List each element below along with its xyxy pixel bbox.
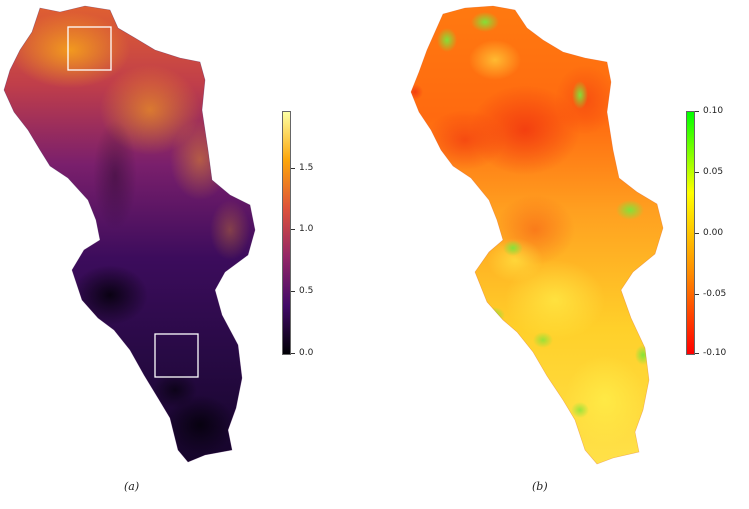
map-raster-a [3, 5, 256, 463]
colorbar-b-tick-label: 0.05 [703, 167, 724, 177]
colorbar-a-tick-label: 1.0 [299, 224, 314, 234]
colorbar-b-tick-mark [695, 353, 699, 354]
highlight-box-bottom [154, 333, 199, 378]
colorbar-b [686, 111, 695, 355]
colorbar-a-tick-label: 1.5 [299, 163, 314, 173]
colorbar-b-tick-label: -0.05 [703, 289, 727, 299]
colorbar-a-tick-mark [291, 353, 295, 354]
panel-label-a: (a) [124, 480, 140, 493]
colorbar-b-tick-label: 0.00 [703, 228, 724, 238]
highlight-box-top [67, 26, 112, 71]
colorbar-a-tick-label: 0.0 [299, 348, 314, 358]
map-panel-a: 1.5 1.0 0.5 0.0 (a) [3, 5, 314, 493]
colorbar-b-tick-mark [695, 233, 699, 234]
panel-label-b: (b) [532, 480, 548, 493]
colorbar-a-tick-mark [291, 229, 295, 230]
map-panel-b: 0.10 0.05 0.00 -0.05 -0.10 (b) [375, 0, 749, 509]
colorbar-b-tick-label: 0.10 [703, 106, 724, 116]
map-raster-b [410, 5, 664, 465]
colorbar-a-tick-mark [291, 291, 295, 292]
colorbar-b-tick-mark [695, 172, 699, 173]
colorbar-a [282, 111, 291, 355]
colorbar-a-tick-mark [291, 168, 295, 169]
colorbar-b-tick-mark [695, 111, 699, 112]
colorbar-b-tick-label: -0.10 [703, 348, 727, 358]
colorbar-b-tick-mark [695, 294, 699, 295]
colorbar-a-tick-label: 0.5 [299, 286, 314, 296]
